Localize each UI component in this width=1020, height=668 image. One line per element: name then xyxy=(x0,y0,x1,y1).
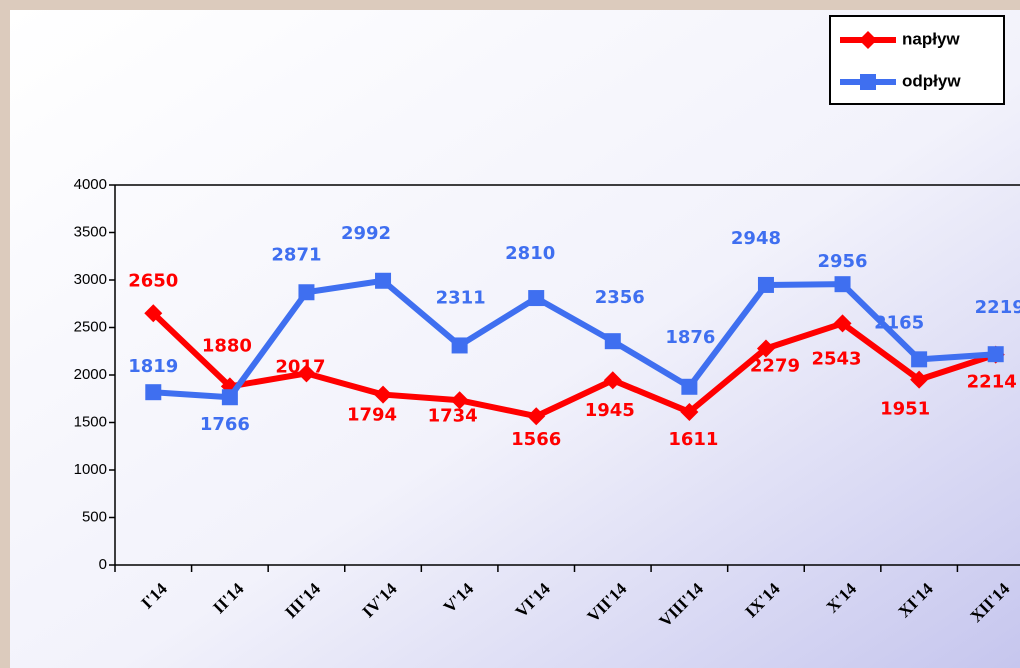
series-line xyxy=(153,277,996,401)
value-label: 2543 xyxy=(811,348,861,369)
marker xyxy=(756,339,775,358)
value-label: 2017 xyxy=(275,356,325,377)
value-label: 1876 xyxy=(665,327,715,348)
value-label: 2956 xyxy=(817,251,867,272)
value-label: 2810 xyxy=(505,243,555,264)
y-tick-label: 0 xyxy=(99,556,107,573)
marker xyxy=(911,351,928,368)
marker xyxy=(298,284,315,301)
marker xyxy=(144,304,163,323)
value-label: 2992 xyxy=(341,223,391,244)
value-label: 1794 xyxy=(347,405,397,426)
value-label: 1951 xyxy=(880,399,930,420)
legend-label: odpływ xyxy=(902,71,961,90)
marker xyxy=(297,364,316,383)
y-tick-label: 4000 xyxy=(74,176,107,193)
value-label: 2219 xyxy=(975,297,1020,318)
y-tick-label: 500 xyxy=(82,508,107,525)
legend-marker xyxy=(859,31,877,49)
marker xyxy=(375,272,392,289)
value-label: 1880 xyxy=(202,335,252,356)
marker xyxy=(757,276,774,293)
y-tick-label: 1000 xyxy=(74,461,107,478)
marker xyxy=(451,337,468,354)
value-label: 1766 xyxy=(200,414,250,435)
value-label: 2871 xyxy=(271,244,321,265)
marker xyxy=(527,407,546,426)
value-label: 2948 xyxy=(731,228,781,249)
legend-label: napływ xyxy=(902,29,960,48)
value-label: 1734 xyxy=(428,405,478,426)
marker xyxy=(833,314,852,333)
value-label: 2311 xyxy=(436,287,486,308)
marker xyxy=(603,371,622,390)
value-label: 2165 xyxy=(874,312,924,333)
value-label: 2279 xyxy=(750,355,800,376)
value-label: 1566 xyxy=(511,429,561,450)
series-line xyxy=(151,311,997,420)
value-label: 2356 xyxy=(595,287,645,308)
marker xyxy=(374,385,393,404)
marker xyxy=(834,276,851,293)
marker xyxy=(221,389,238,406)
marker xyxy=(680,402,699,421)
value-label: 2214 xyxy=(967,372,1017,393)
marker xyxy=(910,370,929,389)
marker xyxy=(604,333,621,350)
value-label: 1819 xyxy=(128,356,178,377)
marker xyxy=(987,346,1004,363)
legend-box xyxy=(829,15,1005,105)
marker xyxy=(681,378,698,395)
y-tick-label: 3500 xyxy=(74,223,107,240)
y-tick-label: 1500 xyxy=(74,413,107,430)
marker xyxy=(145,384,162,401)
y-tick-label: 3000 xyxy=(74,271,107,288)
y-tick-label: 2000 xyxy=(74,366,107,383)
value-label: 1611 xyxy=(668,429,718,450)
value-label: 2650 xyxy=(128,270,178,291)
legend-marker xyxy=(860,74,876,90)
value-label: 1945 xyxy=(585,400,635,421)
y-tick-label: 2500 xyxy=(74,318,107,335)
marker xyxy=(528,290,545,307)
marker xyxy=(450,391,469,410)
